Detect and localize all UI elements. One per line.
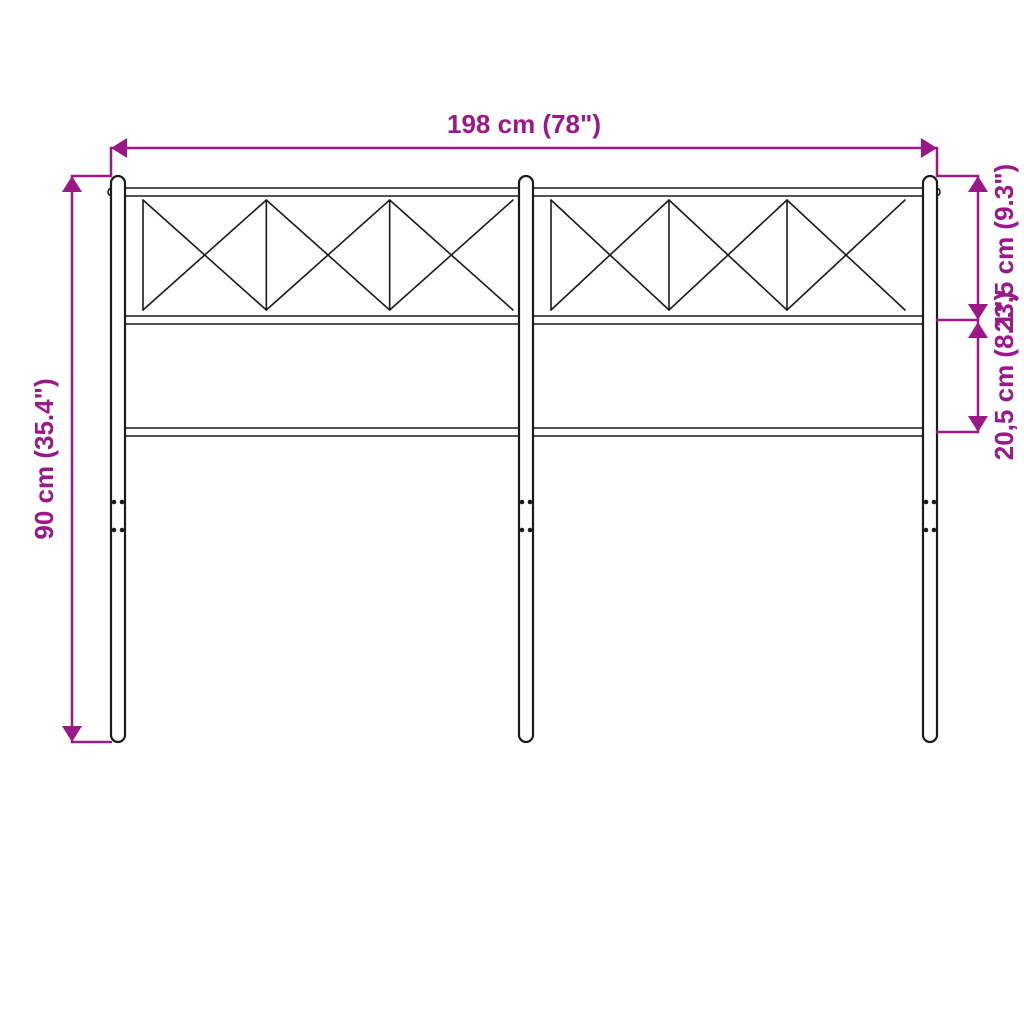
screw-dot [120,528,125,533]
labels.mid_section: 20,5 cm (8.1") [989,292,1019,460]
labels.width: 198 cm (78") [447,109,601,139]
screw-dot [528,528,533,533]
arrowhead [111,138,127,158]
arrowhead [968,176,988,192]
screw-dot [528,500,533,505]
arrowhead [968,304,988,320]
screw-dot [520,500,525,505]
arrowhead [62,726,82,742]
arrowhead [921,138,937,158]
arrowhead [968,322,988,338]
arrowhead [62,176,82,192]
screw-dot [120,500,125,505]
post-left [111,176,125,742]
screw-dot [924,500,929,505]
screw-dot [112,528,117,533]
post-right [923,176,937,742]
screw-dot [924,528,929,533]
arrowhead [968,416,988,432]
screw-dot [520,528,525,533]
dimensioned-product-diagram: 198 cm (78")90 cm (35.4")23,5 cm (9.3")2… [0,0,1024,1024]
screw-dot [932,528,937,533]
screw-dot [112,500,117,505]
post-middle [519,176,533,742]
screw-dot [932,500,937,505]
labels.height: 90 cm (35.4") [29,378,59,539]
